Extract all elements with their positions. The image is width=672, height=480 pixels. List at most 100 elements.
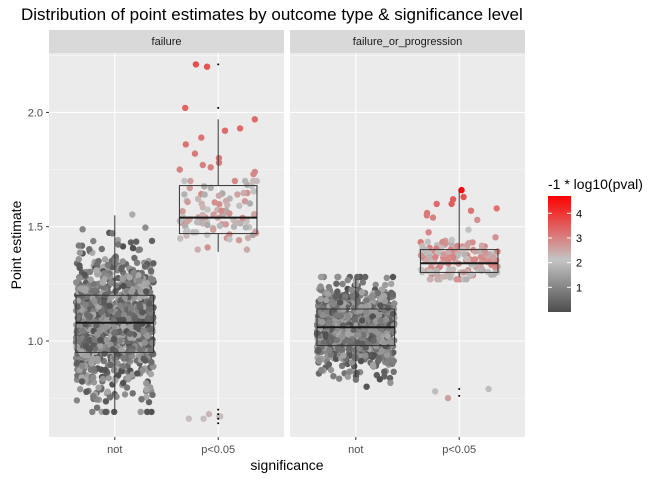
facet-strip-label-failure-or-progression: failure_or_progression xyxy=(353,36,462,48)
data-point xyxy=(183,227,191,234)
data-point xyxy=(107,361,115,369)
data-point xyxy=(90,379,98,386)
data-point xyxy=(145,314,152,322)
boxplot-outlier xyxy=(458,394,461,397)
data-point xyxy=(474,216,481,224)
data-point xyxy=(123,384,131,391)
data-point xyxy=(347,337,354,345)
data-point xyxy=(194,246,201,253)
data-point xyxy=(86,345,94,352)
data-point xyxy=(83,352,91,359)
data-point xyxy=(448,200,455,208)
x-axis-title: significance xyxy=(250,457,323,473)
data-point xyxy=(147,305,154,312)
y-axis-title: Point estimate xyxy=(8,200,24,289)
data-point xyxy=(232,219,239,226)
data-point xyxy=(492,234,499,241)
data-point xyxy=(337,299,344,306)
data-point xyxy=(143,393,150,401)
data-point xyxy=(250,170,257,178)
data-point xyxy=(198,200,205,207)
data-point xyxy=(149,276,157,283)
data-point xyxy=(75,256,83,263)
data-point xyxy=(147,267,155,275)
data-point xyxy=(73,397,81,404)
data-point xyxy=(370,337,377,344)
data-point xyxy=(86,246,93,253)
data-point xyxy=(138,395,145,403)
data-point xyxy=(109,346,117,353)
data-point xyxy=(86,336,93,343)
data-point xyxy=(128,288,135,295)
data-point xyxy=(231,177,239,185)
data-point xyxy=(464,241,471,248)
data-point xyxy=(181,191,188,198)
data-point xyxy=(344,312,351,320)
data-point xyxy=(126,330,134,337)
data-point xyxy=(144,408,151,416)
data-point xyxy=(142,224,149,231)
data-point xyxy=(141,263,149,270)
data-point xyxy=(90,366,98,373)
data-point xyxy=(111,329,119,336)
data-point xyxy=(127,239,135,246)
data-point xyxy=(327,334,334,341)
data-point xyxy=(120,354,127,362)
data-point xyxy=(148,237,156,245)
data-point xyxy=(111,408,118,416)
data-point xyxy=(179,208,186,215)
facet-panel-failure-or-progression: failure_or_progression xyxy=(290,30,525,437)
data-point xyxy=(101,256,109,263)
data-point xyxy=(131,323,139,331)
data-point xyxy=(448,236,456,243)
data-point xyxy=(358,289,366,296)
data-point xyxy=(333,312,340,319)
data-point xyxy=(136,345,143,353)
legend-title: -1 * log10(pval) xyxy=(548,176,643,192)
data-point xyxy=(78,362,86,369)
data-point xyxy=(375,330,382,338)
data-point xyxy=(236,202,243,209)
data-point xyxy=(385,304,392,311)
data-point xyxy=(99,279,107,286)
data-point xyxy=(441,273,449,280)
facet-boxplots-failure xyxy=(75,63,258,425)
data-point xyxy=(94,260,101,268)
data-point xyxy=(129,244,137,252)
data-point xyxy=(118,264,125,271)
data-point xyxy=(109,230,116,237)
facet-panel-failure: failure xyxy=(49,30,284,437)
data-point xyxy=(136,246,143,253)
legend-colorbar xyxy=(548,196,571,312)
data-point xyxy=(75,242,83,249)
data-point xyxy=(137,408,144,416)
data-point xyxy=(120,379,127,387)
data-point xyxy=(251,116,258,123)
data-point xyxy=(434,276,441,283)
data-point xyxy=(112,287,119,295)
data-point xyxy=(103,318,110,325)
data-point xyxy=(76,274,83,282)
data-point xyxy=(147,370,155,378)
data-point xyxy=(75,337,82,344)
data-point xyxy=(446,266,453,273)
data-point xyxy=(191,150,199,157)
data-point xyxy=(119,243,127,250)
data-point xyxy=(376,376,383,383)
data-point xyxy=(125,374,132,381)
data-point xyxy=(324,290,331,297)
data-point xyxy=(444,394,452,402)
data-point xyxy=(182,104,189,112)
data-point xyxy=(447,274,454,281)
data-point xyxy=(330,300,337,308)
data-point xyxy=(215,192,223,199)
data-point xyxy=(445,248,452,256)
data-point xyxy=(215,159,223,166)
data-point xyxy=(333,280,340,287)
boxplot-box xyxy=(178,185,258,235)
data-point xyxy=(418,266,425,273)
data-point xyxy=(368,292,376,300)
data-point xyxy=(105,375,113,382)
data-point xyxy=(390,368,397,375)
data-point xyxy=(327,366,335,374)
